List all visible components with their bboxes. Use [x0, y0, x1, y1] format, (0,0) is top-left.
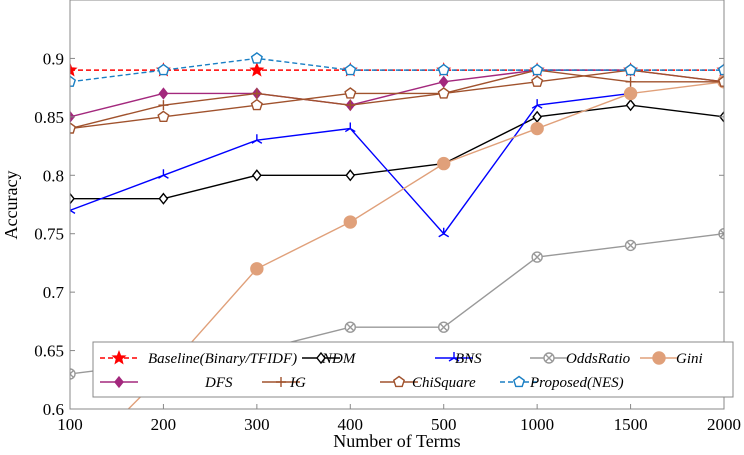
- data-point-chisquare: [344, 87, 357, 99]
- legend-marker: [114, 375, 124, 389]
- x-tick-label: 400: [338, 415, 364, 434]
- y-tick-label: 0.8: [43, 166, 64, 185]
- legend-marker: [543, 352, 555, 364]
- data-point-gini: [250, 262, 264, 276]
- data-point-proposed-nes: [70, 75, 77, 87]
- legend-label: ChiSquare: [412, 375, 476, 391]
- x-tick-label: 100: [57, 415, 83, 434]
- data-point-ig: [345, 100, 356, 111]
- legend-label: IG: [289, 375, 306, 391]
- legend: Baseline(Binary/TFIDF) NDM BNS OddsRatio Gin…: [92, 341, 734, 398]
- data-point-ndm: [625, 99, 636, 112]
- data-point-ndm: [345, 169, 356, 182]
- data-point-proposed-nes: [531, 63, 544, 76]
- data-point-proposed-nes: [717, 63, 724, 76]
- legend-marker: [448, 352, 460, 362]
- x-tick-label: 1000: [520, 415, 554, 434]
- data-point-ndm: [158, 192, 169, 205]
- data-point-ig: [158, 100, 169, 111]
- x-tick-label: 500: [431, 415, 457, 434]
- data-point-chisquare: [437, 87, 450, 99]
- data-point-bns: [438, 227, 450, 238]
- data-point-gini: [437, 156, 451, 171]
- series-line-ndm: [70, 104, 724, 200]
- y-tick-label: 0.65: [34, 342, 64, 361]
- data-point-oddsratio: [624, 239, 637, 252]
- legend-marker: [652, 351, 666, 365]
- legend-label: DFS: [204, 375, 233, 391]
- data-point-proposed-nes: [157, 63, 170, 76]
- data-point-ndm: [532, 110, 543, 123]
- y-axis-label: Accuracy: [1, 171, 21, 240]
- data-point-bns: [158, 169, 169, 179]
- data-point-chisquare: [157, 110, 170, 123]
- data-point-chisquare: [70, 122, 77, 134]
- series-proposed-nes: [70, 52, 724, 87]
- legend-label: Gini: [676, 351, 703, 367]
- y-tick-label: 0.85: [34, 108, 64, 127]
- y-tick-label: 0.9: [43, 49, 64, 68]
- x-tick-label: 300: [244, 415, 270, 434]
- data-point-ndm: [70, 192, 75, 205]
- y-tick-label: 0.6: [43, 400, 64, 419]
- x-tick-label: 1500: [614, 415, 648, 434]
- legend-label: BNS: [455, 351, 482, 367]
- data-point-proposed-nes: [624, 63, 637, 76]
- data-point-proposed-nes: [250, 52, 263, 64]
- data-point-chisquare: [250, 98, 263, 111]
- legend-marker: [316, 351, 326, 365]
- data-point-dfs: [158, 87, 169, 100]
- series-line-proposed-nes: [70, 57, 724, 83]
- legend-label: Baseline(Binary/TFIDF): [148, 351, 297, 367]
- data-point-gini: [343, 215, 357, 229]
- data-point-proposed-nes: [344, 63, 357, 76]
- series-gini: [127, 75, 724, 409]
- data-point-bns: [70, 204, 76, 214]
- legend-marker: [392, 375, 406, 388]
- legend-label: Proposed(NES): [529, 375, 624, 391]
- data-point-baseline-binary-tfidf: [70, 62, 78, 77]
- data-point-gini: [623, 86, 638, 101]
- plot-frame: [69, 0, 725, 410]
- series-line-chisquare: [70, 69, 724, 130]
- data-point-bns: [531, 99, 543, 109]
- data-point-ig: [625, 76, 636, 87]
- data-point-oddsratio: [70, 368, 76, 380]
- series-line-ig: [70, 69, 724, 130]
- x-tick-label: 2000: [707, 415, 741, 434]
- data-point-ig: [251, 88, 262, 99]
- data-point-baseline-binary-tfidf: [249, 62, 265, 77]
- data-point-oddsratio: [344, 321, 356, 333]
- legend-label: OddsRatio: [566, 351, 631, 367]
- y-tick-label: 0.7: [43, 283, 65, 302]
- data-point-chisquare: [531, 75, 544, 87]
- x-axis-label: Number of Terms: [333, 431, 460, 451]
- series-line-gini: [127, 81, 724, 409]
- legend-box: [92, 341, 734, 398]
- x-tick-label: 200: [151, 415, 177, 434]
- legend-marker: [276, 377, 286, 387]
- data-point-chisquare: [717, 75, 724, 87]
- series-line-bns: [70, 92, 631, 235]
- legend-label: NDM: [321, 351, 357, 367]
- data-point-oddsratio: [438, 321, 450, 333]
- data-point-bns: [344, 122, 356, 133]
- data-point-bns: [251, 134, 263, 144]
- y-tick-label: 0.75: [34, 225, 64, 244]
- data-point-gini: [530, 121, 544, 136]
- legend-marker: [111, 350, 127, 365]
- legend-marker: [512, 375, 526, 388]
- data-point-oddsratio: [531, 251, 543, 263]
- data-point-proposed-nes: [437, 63, 450, 76]
- data-point-dfs: [438, 75, 449, 88]
- data-point-ndm: [251, 169, 262, 182]
